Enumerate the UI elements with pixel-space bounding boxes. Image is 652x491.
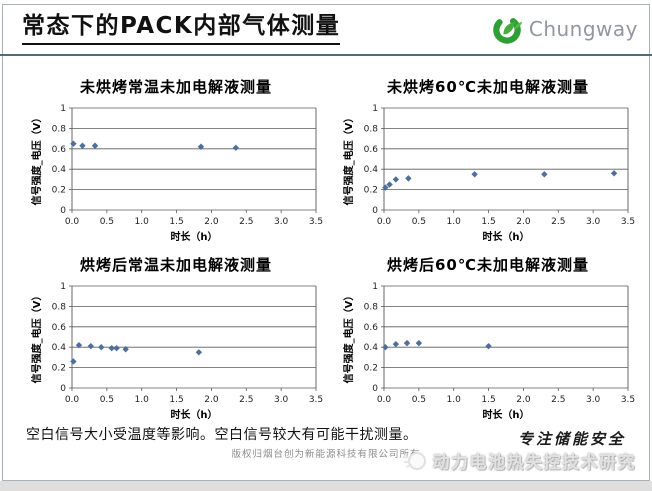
svg-text:1: 1 [372,282,378,292]
svg-text:2.0: 2.0 [204,395,219,405]
page-title: 常态下的PACK内部气体测量 [22,13,341,45]
footer-slogan: 专注储能安全 [517,430,626,448]
chart-baked-room-temp: 烘烤后常温未加电解液测量 0 0.2 0.4 0.6 0.8 1 0.0 0.5 1.0 1.5 2… [26,254,326,426]
svg-text:2.0: 2.0 [516,395,531,405]
svg-text:1.0: 1.0 [135,217,150,227]
svg-text:0.5: 0.5 [100,217,114,227]
leaf-shape [503,21,515,35]
svg-text:0.8: 0.8 [364,124,379,134]
svg-text:1.5: 1.5 [481,217,495,227]
svg-text:0.2: 0.2 [364,364,378,374]
svg-text:3.5: 3.5 [621,395,635,405]
svg-text:0.2: 0.2 [52,186,66,196]
svg-text:3.0: 3.0 [586,395,601,405]
svg-text:3.5: 3.5 [309,217,323,227]
svg-text:1: 1 [60,282,66,292]
svg-text:0.0: 0.0 [377,217,392,227]
svg-text:0.5: 0.5 [412,217,426,227]
note-text: 空白信号大小受温度等影响。空白信号较大有可能干扰测量。 [26,427,418,443]
svg-text:3.5: 3.5 [621,217,635,227]
svg-text:0.4: 0.4 [52,343,67,353]
footer-brand-text: 动力电池热失控技术研究 [432,453,636,473]
svg-text:0.6: 0.6 [364,323,379,333]
bottom-strip [0,481,652,491]
svg-text:0.0: 0.0 [377,395,392,405]
svg-text:2.0: 2.0 [516,217,531,227]
svg-text:1.0: 1.0 [447,217,462,227]
svg-text:信号强度_电压（V）: 信号强度_电压（V） [30,291,43,384]
svg-text:时长（h）: 时长（h） [482,230,529,243]
svg-text:0.6: 0.6 [52,323,67,333]
chart-title: 未烘烤60℃未加电解液测量 [386,78,590,96]
svg-text:时长（h）: 时长（h） [170,230,217,243]
header: 常态下的PACK内部气体测量 Chungway [0,0,652,54]
svg-text:0.8: 0.8 [52,124,67,134]
chungway-logo: Chungway [491,13,638,45]
svg-text:0.5: 0.5 [100,395,114,405]
chart-title: 烘烤后常温未加电解液测量 [79,256,272,274]
svg-text:2.5: 2.5 [239,395,253,405]
svg-text:2.5: 2.5 [551,217,565,227]
svg-text:1.0: 1.0 [447,395,462,405]
svg-text:1: 1 [60,104,66,114]
svg-text:信号强度_电压（V）: 信号强度_电压（V） [342,291,355,384]
chart-title: 烘烤后60℃未加电解液测量 [386,256,590,274]
svg-text:0: 0 [372,384,378,394]
footer-brand: 动力电池热失控技术研究 [402,448,637,473]
svg-text:0.4: 0.4 [364,343,379,353]
svg-text:1.5: 1.5 [169,395,183,405]
chart-baked-60c: 烘烤后60℃未加电解液测量 0 0.2 0.4 0.6 0.8 1 0.0 0.5 1.0 1.5… [338,254,638,426]
svg-text:3.0: 3.0 [586,217,601,227]
chungway-logo-text: Chungway [528,17,638,41]
svg-text:1.5: 1.5 [169,217,183,227]
chart-unbaked-room-temp: 未烘烤常温未加电解液测量 0 0.2 0.4 0.6 0.8 1 0.0 0.5 1.0 1.5 2… [26,76,326,248]
svg-text:3.0: 3.0 [274,395,289,405]
svg-text:0: 0 [60,206,66,216]
svg-text:3.5: 3.5 [309,395,323,405]
chart-unbaked-60c: 未烘烤60℃未加电解液测量 0 0.2 0.4 0.6 0.8 1 0.0 0.5 1.0 1.5… [338,76,638,248]
svg-text:时长（h）: 时长（h） [170,408,217,421]
header-divider [0,54,652,56]
svg-text:0.5: 0.5 [412,395,426,405]
svg-text:2.5: 2.5 [551,395,565,405]
svg-text:0.4: 0.4 [52,165,67,175]
svg-text:0.6: 0.6 [52,145,67,155]
svg-text:时长（h）: 时长（h） [482,408,529,421]
chart-plot: 0 0.2 0.4 0.6 0.8 1 0.0 0.5 1.0 1.5 2.0 2.5 3.0 3.5 时长… [338,100,638,246]
svg-text:1.5: 1.5 [481,395,495,405]
svg-text:0: 0 [60,384,66,394]
chart-plot: 0 0.2 0.4 0.6 0.8 1 0.0 0.5 1.0 1.5 2.0 2.5 3.0 3.5 时长… [338,278,638,424]
chart-plot: 0 0.2 0.4 0.6 0.8 1 0.0 0.5 1.0 1.5 2.0 2.5 3.0 3.5 时长… [26,100,326,246]
svg-text:信号强度_电压（V）: 信号强度_电压（V） [342,113,355,206]
leaf-shape-small [514,21,522,29]
svg-text:2.5: 2.5 [239,217,253,227]
chart-plot: 0 0.2 0.4 0.6 0.8 1 0.0 0.5 1.0 1.5 2.0 2.5 3.0 3.5 时长… [26,278,326,424]
svg-text:0.8: 0.8 [364,302,379,312]
copyright-text: 版权归烟台创为新能源科技有限公司所有 [231,449,421,460]
svg-text:信号强度_电压（V）: 信号强度_电压（V） [30,113,43,206]
footer-logo-icon [403,451,426,470]
svg-text:3.0: 3.0 [274,217,289,227]
svg-text:0.0: 0.0 [65,217,80,227]
svg-text:0.2: 0.2 [364,186,378,196]
svg-text:2.0: 2.0 [204,217,219,227]
chart-title: 未烘烤常温未加电解液测量 [79,78,272,96]
svg-text:1: 1 [372,104,378,114]
svg-text:0.6: 0.6 [364,145,379,155]
svg-text:0: 0 [372,206,378,216]
svg-text:0.2: 0.2 [52,364,66,374]
svg-text:1.0: 1.0 [135,395,150,405]
chungway-leaf-icon [493,16,522,44]
svg-text:0.4: 0.4 [364,165,379,175]
svg-text:0.0: 0.0 [65,395,80,405]
svg-text:0.8: 0.8 [52,302,67,312]
